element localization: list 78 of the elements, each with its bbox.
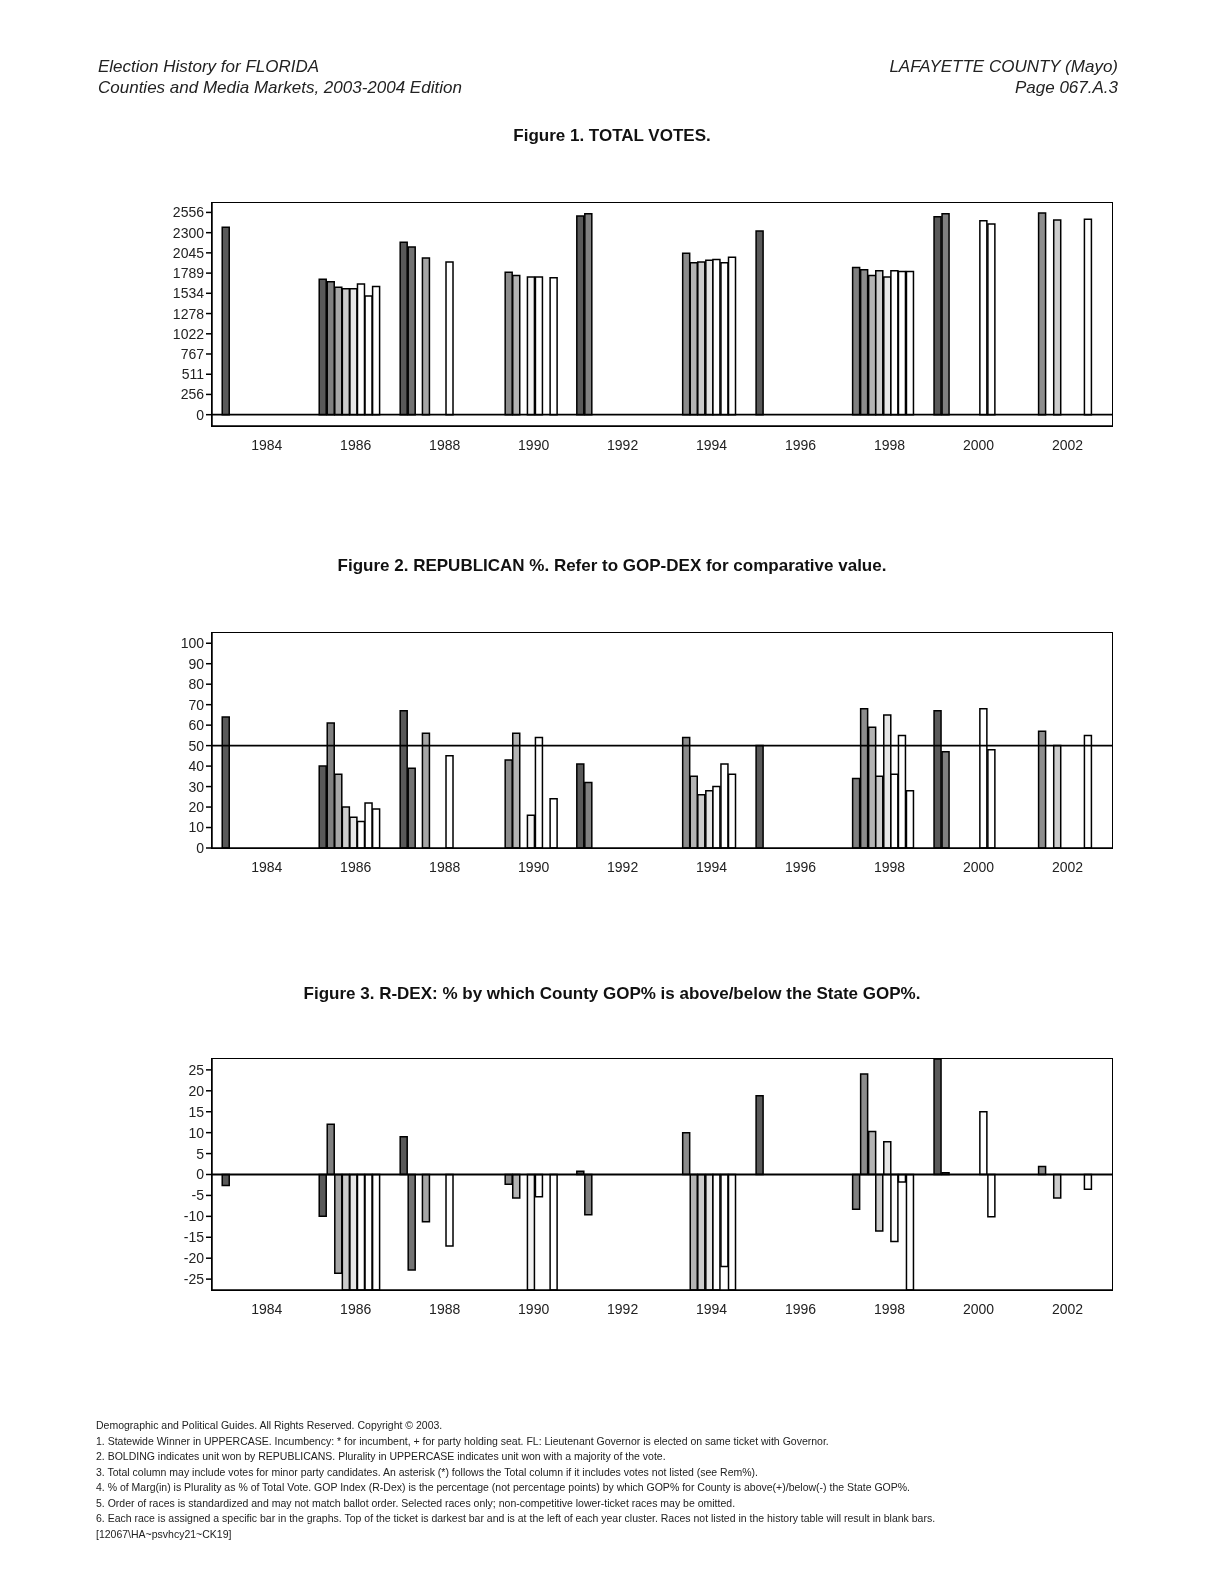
y-tick-label: 10 [188,1124,205,1141]
y-tick-label: 25 [188,1061,205,1078]
y-tick-label: 100 [180,635,205,652]
y-tick-label: -25 [183,1271,205,1288]
x-tick-label: 2002 [1051,858,1084,875]
y-tick-label: 511 [181,366,205,383]
x-tick-label: 1992 [607,858,639,875]
x-tick-label: 1984 [251,858,283,875]
x-tick-label: 1988 [429,436,461,453]
y-tick-label: 20 [188,799,205,816]
y-tick-label: 70 [188,696,205,713]
text: 1. Statewide Winner in UPPERCASE. Incumbency: * for incumbent, + for party holding seat. FL: Lieutenant Governor is elected on same ticket with Governor. [96,1433,830,1449]
text: Counties and Media Markets, 2003-2004 Edition [98,77,462,98]
y-tick-label: 15 [188,1103,205,1120]
y-tick-label: -20 [183,1250,205,1267]
x-tick-label: 1986 [340,436,372,453]
x-tick-label: 1994 [696,858,728,875]
x-tick-label: 2000 [962,436,995,453]
text: 2. BOLDING indicates unit won by REPUBLICANS. Plurality in UPPERCASE indicates unit won with a majority of the vote. [96,1449,667,1464]
y-tick-label: 767 [180,345,205,362]
x-tick-label: 1998 [873,858,906,875]
y-tick-label: 10 [188,819,205,836]
text: Page 067.A.3 [1013,77,1118,98]
x-tick-label: 1984 [251,1300,283,1317]
y-tick-label: 1534 [172,285,205,302]
x-tick-label: 2000 [962,1300,995,1317]
x-tick-label: 1992 [607,1300,639,1317]
x-tick-label: 1990 [518,858,550,875]
chart-title: Figure 1. TOTAL VOTES. [512,126,712,146]
text: 3. Total column may include votes for minor party candidates. An asterisk (*) follows the Total column if it includes votes not listed (see Rem%). [96,1464,759,1480]
x-tick-label: 1996 [785,436,817,453]
y-tick-label: 50 [188,737,205,754]
y-tick-label: 90 [188,655,205,672]
y-tick-label: -10 [183,1208,205,1225]
x-tick-label: 1988 [429,858,461,875]
text: Election History for FLORIDA [98,56,321,77]
x-tick-label: 1984 [251,436,283,453]
chart-title: Figure 2. REPUBLICAN %. Refer to GOP-DEX for comparative value. [336,556,888,576]
y-tick-label: 0 [196,839,205,856]
x-tick-label: 2002 [1051,1300,1084,1317]
x-tick-label: 1998 [873,1300,906,1317]
x-tick-label: 1986 [340,1300,372,1317]
x-tick-label: 2000 [962,858,995,875]
x-tick-label: 1998 [873,436,906,453]
chart-title: Figure 3. R-DEX: % by which County GOP% is above/below the State GOP%. [302,984,922,1004]
x-tick-label: 1994 [696,1300,728,1317]
y-tick-label: 60 [188,717,205,734]
x-tick-label: 1990 [518,436,550,453]
text: 5. Order of races is standardized and may not match ballot order. Selected races only; non-competitive lower-ticket races may be omitted. [96,1495,737,1511]
x-tick-label: 1986 [340,858,372,875]
y-tick-label: 256 [180,386,205,403]
y-tick-label: -15 [183,1229,205,1246]
y-tick-label: 20 [188,1082,205,1099]
x-tick-label: 1988 [429,1300,461,1317]
x-tick-label: 1994 [696,436,728,453]
x-tick-label: 1996 [785,1300,817,1317]
y-tick-label: 0 [196,406,205,423]
y-tick-label: 1278 [172,305,205,322]
y-tick-label: 30 [188,778,205,795]
text: 6. Each race is assigned a specific bar in the graphs. Top of the ticket is darkest bar and is at the left of each year cluster. Races not listed in the history table will result in blank bars. [96,1511,936,1526]
x-tick-label: 1992 [607,436,639,453]
y-tick-label: 2556 [172,204,205,221]
y-tick-label: 2300 [172,224,205,241]
y-tick-label: 1789 [172,265,205,282]
x-tick-label: 2002 [1051,436,1084,453]
text: [12067\HA~psvhcy21~CK19] [96,1526,233,1542]
y-tick-label: 40 [188,758,205,775]
y-tick-label: 0 [196,1166,205,1183]
y-tick-label: 1022 [172,325,205,342]
text: 4. % of Marg(in) is Plurality as % of Total Vote. GOP Index (R-Dex) is the percentage (not percentage points) by which GOP% for County is above(+)/below(-) the State GOP%. [96,1480,912,1495]
y-tick-label: -5 [191,1187,205,1204]
x-tick-label: 1990 [518,1300,550,1317]
x-tick-label: 1996 [785,858,817,875]
text: LAFAYETTE COUNTY (Mayo) [889,56,1118,77]
text: Demographic and Political Guides. All Rights Reserved. Copyright © 2003. [96,1418,444,1433]
y-tick-label: 5 [196,1145,205,1162]
y-tick-label: 80 [188,676,205,693]
y-tick-label: 2045 [172,244,205,261]
